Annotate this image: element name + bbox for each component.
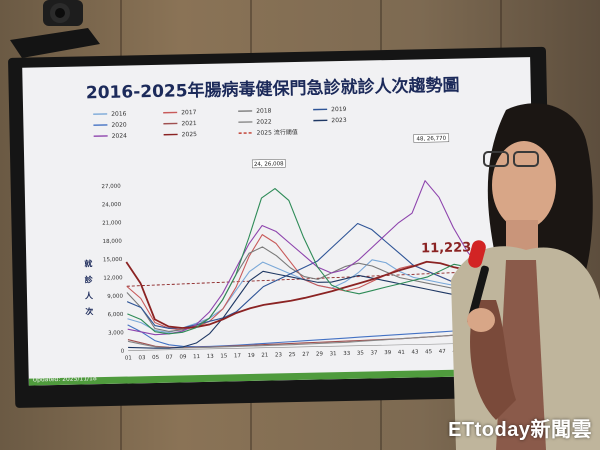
y-tick-label: 3,000 <box>108 330 124 336</box>
x-tick-label: 47 <box>439 349 447 355</box>
y-tick-label: 15,000 <box>103 257 123 263</box>
y-axis-label-char: 診 <box>85 274 94 284</box>
x-tick-label: 01 <box>125 355 132 361</box>
x-tick-label: 31 <box>330 351 337 357</box>
legend-label: 2019 <box>331 106 347 113</box>
x-tick-label: 21 <box>261 353 268 359</box>
series-line-2019 <box>126 222 483 329</box>
x-tick-label: 35 <box>357 351 365 357</box>
legend-label: 2024 <box>112 133 128 140</box>
watermark-logo: ETtoday新聞雲 <box>448 419 592 441</box>
series-line-2024 <box>127 180 482 336</box>
trend-chart: 0 3,000 6,000 9,000 12,000 15,000 18,000 21,000… <box>84 106 487 366</box>
current-value-label: 11,223 <box>421 240 471 256</box>
x-tick-label: 13 <box>207 354 215 360</box>
x-tick-label: 37 <box>370 350 378 356</box>
legend-label: 2023 <box>331 117 347 124</box>
x-tick-label: 17 <box>234 353 242 359</box>
conference-camera-icon <box>10 0 100 58</box>
legend-label: 2018 <box>256 107 272 114</box>
y-tick-label: 0 <box>121 349 125 355</box>
series-line-2020 <box>127 324 483 348</box>
y-tick-label: 12,000 <box>103 275 123 281</box>
legend-label: 2017 <box>181 109 197 116</box>
x-tick-label: 27 <box>302 352 310 358</box>
x-tick-label: 11 <box>193 354 200 360</box>
y-tick-label: 27,000 <box>101 184 121 190</box>
x-tick-label: 41 <box>398 350 405 356</box>
x-tick-label: 15 <box>220 353 228 359</box>
x-tick-label: 43 <box>411 349 419 355</box>
series-line-2025 <box>125 260 482 329</box>
x-axis-label: 就診年週 <box>231 362 262 366</box>
series-line-2023 <box>128 270 483 349</box>
x-tick-label: 03 <box>138 355 146 361</box>
presentation-slide: 2016-2025年腸病毒健保門急診就診人次趨勢圖 0 3,000 6,000 9,0… <box>22 57 537 386</box>
y-tick-label: 24,000 <box>102 202 122 208</box>
x-tick-label: 45 <box>425 349 433 355</box>
legend-label: 2025 流行閾值 <box>257 128 298 137</box>
legend-label: 2025 <box>182 131 198 138</box>
legend-label: 2016 <box>111 111 127 118</box>
x-tick-label: 29 <box>316 351 324 357</box>
y-tick-label: 9,000 <box>107 294 123 300</box>
x-tick-label: 23 <box>275 352 283 358</box>
speaker-person <box>451 103 600 450</box>
legend-label: 2021 <box>181 120 197 127</box>
x-tick-label: 33 <box>343 351 351 357</box>
x-tick-label: 07 <box>166 355 174 361</box>
annotation-box <box>413 133 450 143</box>
annotation-label: 48, 26,770 <box>416 136 446 143</box>
x-tick-label: 05 <box>152 355 160 361</box>
legend-label: 2022 <box>256 118 272 125</box>
y-axis-label-char: 人 <box>85 290 94 300</box>
x-axis-line <box>128 342 484 351</box>
annotation-label: 24, 26,008 <box>254 161 284 168</box>
updated-label: Updated: 2025/11/18 <box>32 375 97 384</box>
series-line-2016 <box>127 259 483 334</box>
y-tick-label: 18,000 <box>103 239 123 245</box>
annotation-box <box>251 158 286 169</box>
y-axis-label-char: 就 <box>84 258 92 268</box>
y-tick-label: 21,000 <box>102 220 122 226</box>
y-axis-label-char: 次 <box>85 306 93 316</box>
x-tick-label: 25 <box>289 352 297 358</box>
legend-label: 2020 <box>111 122 127 129</box>
x-tick-label: 09 <box>179 354 187 360</box>
x-tick-label: 39 <box>384 350 392 356</box>
tv-monitor: 2016-2025年腸病毒健保門急診就診人次趨勢圖 0 3,000 6,000 9,0… <box>8 46 554 408</box>
x-tick-label: 19 <box>248 353 256 359</box>
y-tick-label: 6,000 <box>108 312 124 318</box>
series-line-2016-peak <box>127 187 482 335</box>
series-line-2022 <box>127 332 483 349</box>
